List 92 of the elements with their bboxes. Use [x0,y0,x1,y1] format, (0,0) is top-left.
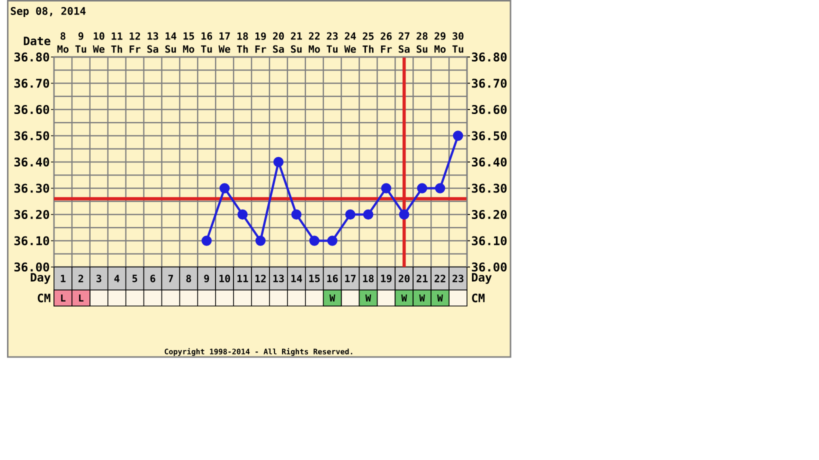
x-tick-label: 13 [273,274,284,282]
x-tick-label: 3 [96,274,102,282]
chart-title: Sep 08, 2014 [10,7,86,17]
x2-tick-label: 28 Su [416,32,428,53]
x-tick-label: 9 [204,274,209,282]
x-tick-label: 6 [150,274,156,282]
x-tick-label: 11 [237,274,248,282]
category-label: CM [472,294,485,302]
x2-tick-label: 21 Su [290,32,302,53]
y2-tick-label: 36.10 [472,236,507,246]
text: W [329,294,336,302]
x-tick-label: 8 [186,274,192,282]
x2-tick-label: 30 Tu [452,32,464,53]
text: L [61,294,66,302]
y-tick-label: 36.60 [14,104,50,114]
x2-axis-title: Date [24,36,50,46]
x2-tick-label: 15 Mo [183,32,194,53]
x-tick-label: 10 [219,274,230,282]
y2-tick-label: 36.40 [472,157,507,167]
y-tick-label: 36.80 [14,52,50,62]
x-tick-label: 2 [78,274,84,282]
x2-tick-label: 23 Tu [326,32,338,53]
y2-tick-label: 36.60 [472,104,507,114]
y-tick-label: 36.10 [14,236,50,246]
x-tick-label: 14 [291,274,302,282]
point [309,236,320,246]
x2-tick-label: 9 Tu [75,32,86,53]
x-tick-label: 5 [132,274,138,282]
y-tick-label: 36.30 [14,184,50,193]
text: W [365,294,372,302]
point [202,236,212,246]
x2-tick-label: 29 Mo [434,32,446,53]
x2-tick-label: 26 Fr [380,32,392,53]
y-tick-label: 36.50 [14,131,50,140]
text: L [79,294,84,302]
y2-tick-label: 36.20 [472,210,507,220]
y-tick-label: 36.20 [14,210,50,220]
x2-tick-label: 19 Fr [255,32,266,53]
text: W [401,294,408,302]
x-tick-label: 1 [60,274,66,282]
x-axis-title: Day [30,273,50,284]
x2-tick-label: 14 Su [165,32,176,53]
x-tick-label: 18 [363,274,374,282]
x2-tick-label: 27 Sa [398,32,410,53]
x2-tick-label: 25 Th [362,32,374,53]
x-tick-label: 16 [327,274,338,282]
x2-tick-label: 22 Mo [308,32,320,53]
x-tick-label: 4 [114,274,120,282]
y2-tick-label: 36.70 [472,78,507,88]
x-tick-label: 20 [398,274,410,282]
point [327,236,338,246]
y2-tick-label: 36.00 [472,262,507,272]
x2-tick-label: 17 We [218,32,230,53]
point [434,183,446,194]
y-tick-label: 36.40 [14,157,50,167]
x-tick-label: 12 [255,274,266,282]
x-tick-label: 21 [416,274,428,282]
x2-tick-label: 13 Sa [147,32,158,53]
category-label: CM [38,294,50,302]
x-tick-label: 22 [434,274,446,282]
x-tick-label: 23 [452,274,464,282]
point [345,209,356,220]
y2-tick-label: 36.30 [472,184,507,193]
x2-tick-label: 16 Tu [201,32,212,53]
point [452,130,464,141]
y-tick-label: 36.70 [14,78,50,88]
point [273,156,284,168]
text: Day [472,273,492,284]
point [291,209,302,220]
text: W [437,294,443,302]
y2-tick-label: 36.80 [472,52,507,62]
x-tick-label: 17 [345,274,356,282]
point [381,183,392,194]
point [363,209,374,220]
point [255,236,266,246]
x2-tick-label: 10 We [92,32,104,53]
x-tick-label: 7 [168,274,173,282]
x2-tick-label: 18 Th [236,32,248,53]
point [399,209,410,220]
text: W [419,294,425,302]
y2-tick-label: 36.50 [472,131,507,140]
x2-tick-label: 20 Sa [273,32,284,53]
x-tick-label: 15 [309,274,320,282]
x-tick-label: 19 [381,274,392,282]
point [237,209,248,220]
x2-tick-label: 8 Mo [57,32,69,53]
x2-tick-label: 12 Fr [130,32,140,53]
point [219,183,230,194]
x2-tick-label: 11 Th [111,32,122,53]
point [417,183,428,194]
x2-tick-label: 24 We [344,32,356,53]
y-tick-label: 36.00 [14,262,50,272]
